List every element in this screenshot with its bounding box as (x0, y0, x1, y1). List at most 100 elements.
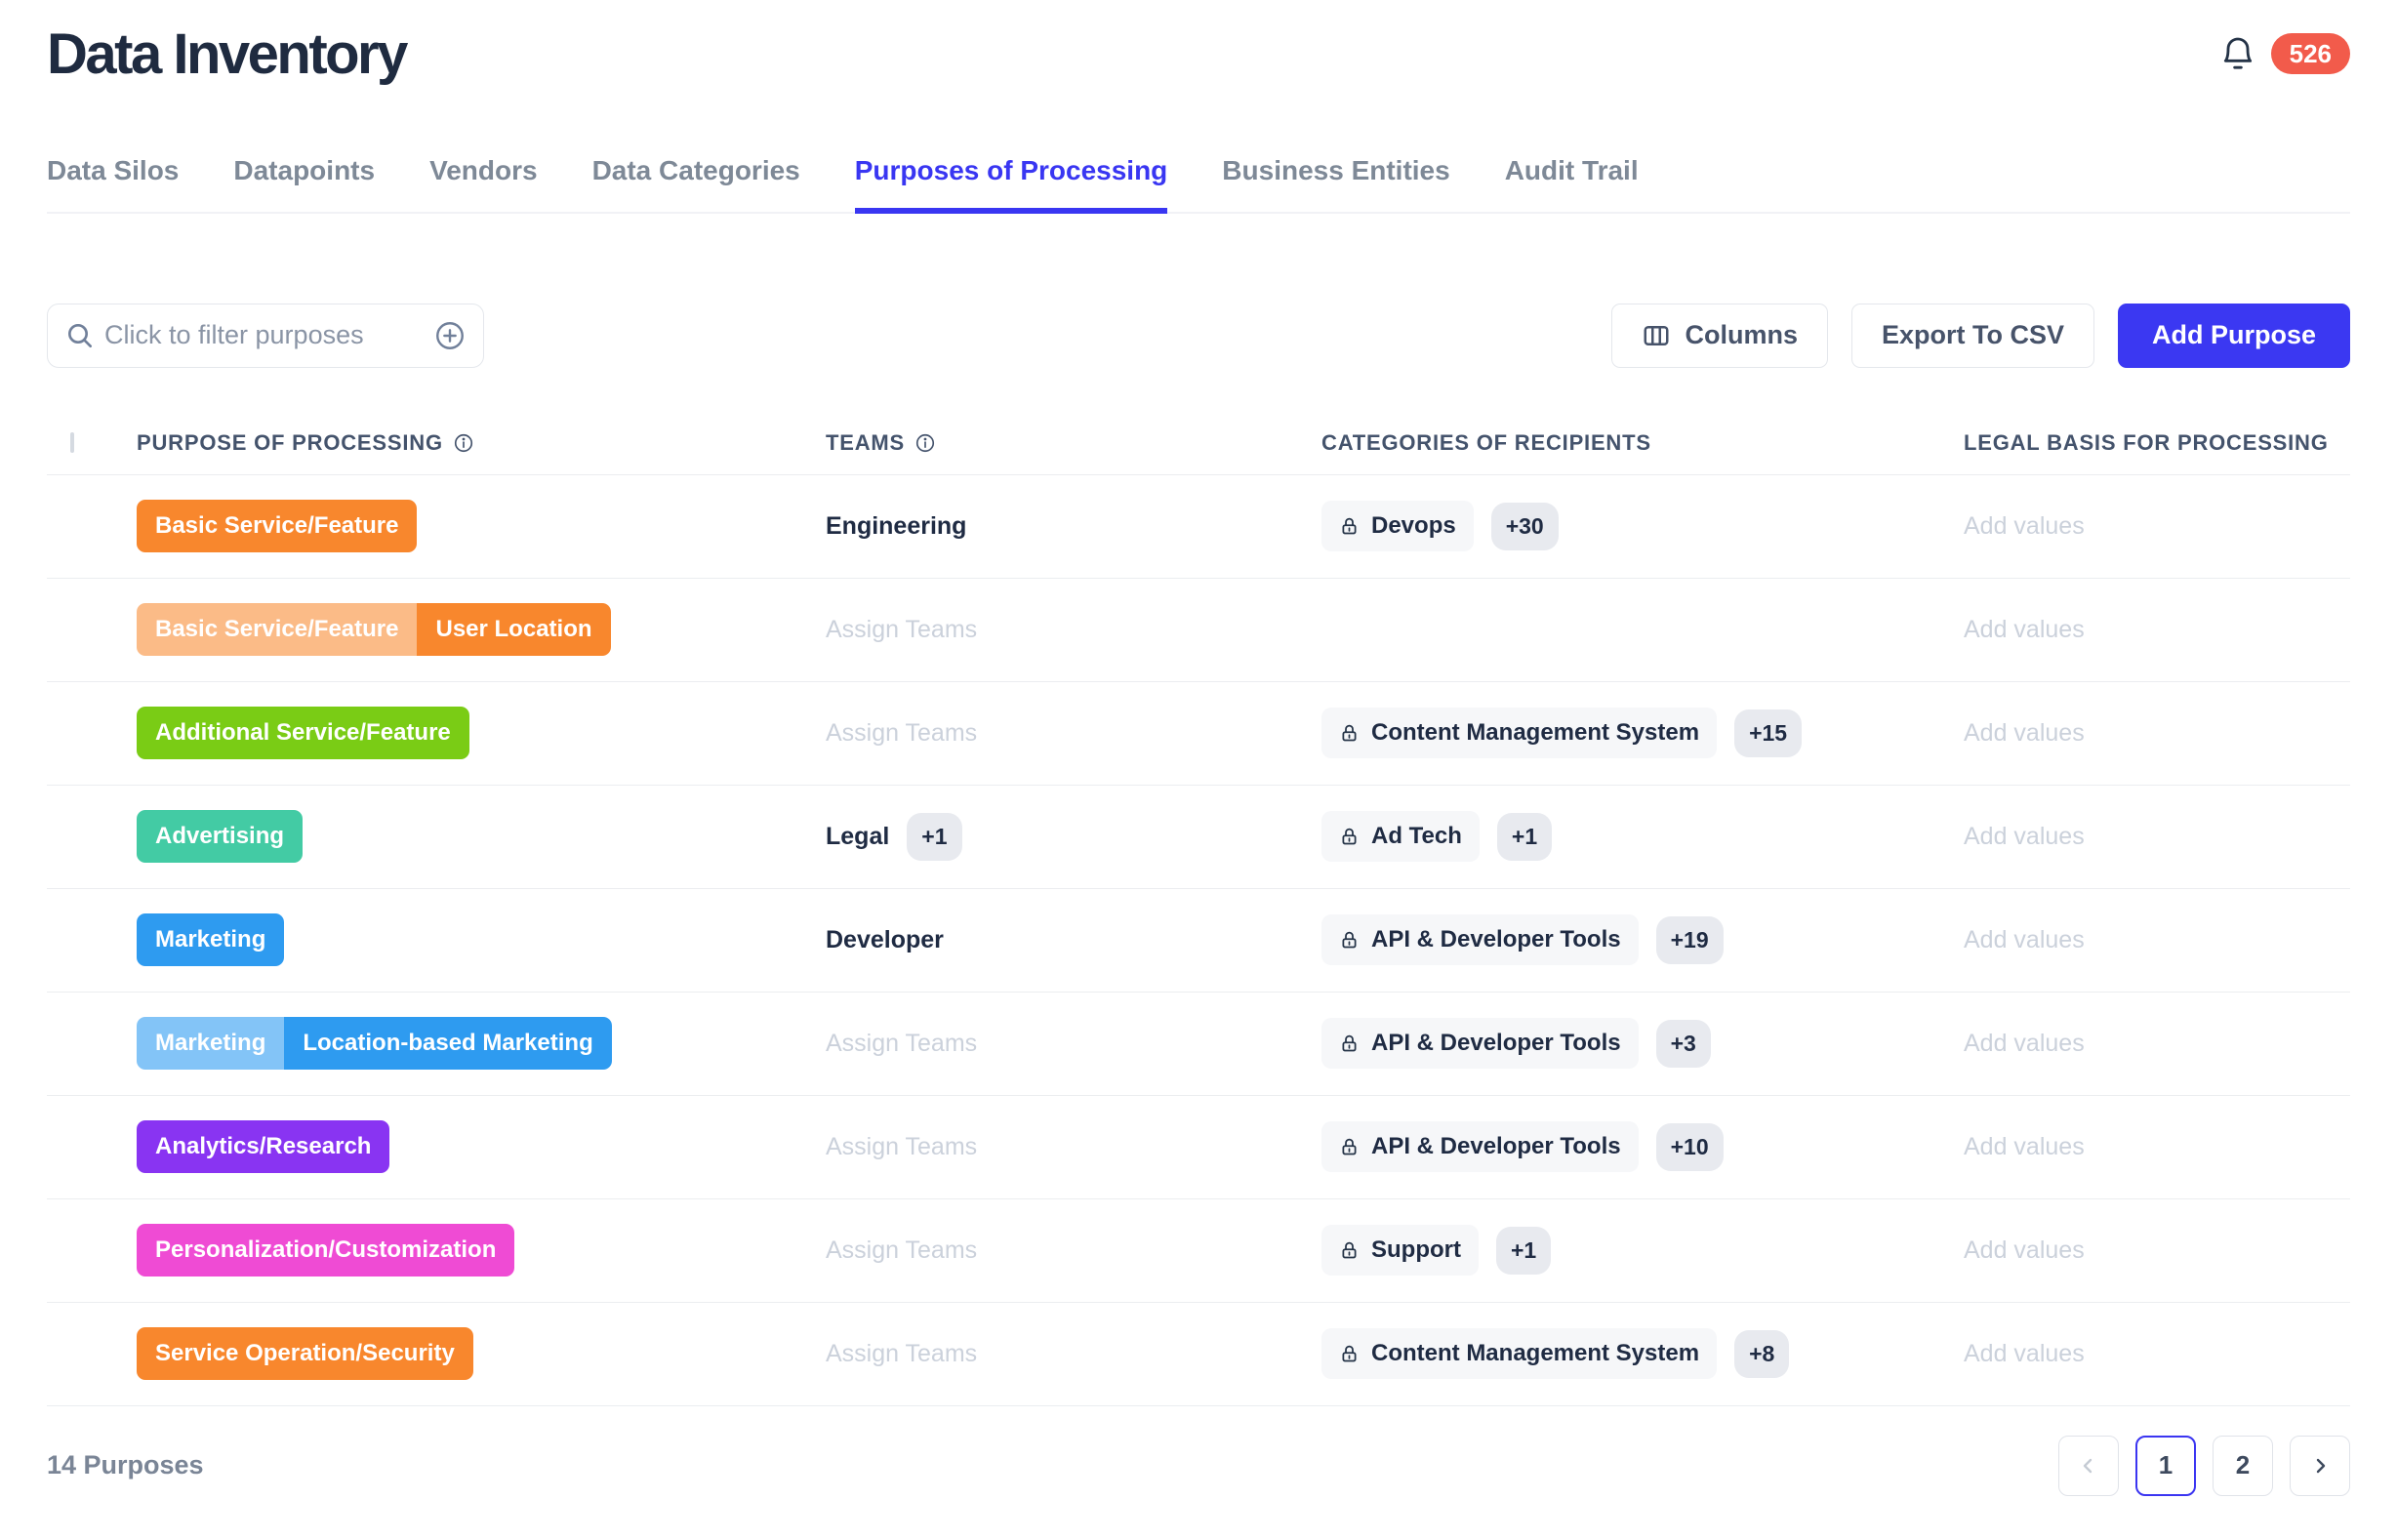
add-filter-icon[interactable] (433, 319, 467, 352)
tab-data-silos[interactable]: Data Silos (47, 154, 180, 185)
recipient-extra-count[interactable]: +3 (1655, 1019, 1711, 1068)
legal-basis-cell[interactable]: Add values (1964, 1340, 2350, 1368)
purpose-tag-advertising[interactable]: Advertising (137, 810, 304, 864)
recipient-extra-count[interactable]: +8 (1734, 1329, 1790, 1378)
legal-basis-placeholder: Add values (1964, 925, 2085, 953)
teams-cell[interactable]: Legal +1 (826, 812, 1321, 861)
recipient-extra-count[interactable]: +1 (1496, 812, 1553, 861)
pagination-page-2[interactable]: 2 (2213, 1435, 2273, 1496)
recipient-chip-label: API & Developer Tools (1371, 926, 1621, 953)
notification-count-badge[interactable]: 526 (2270, 33, 2350, 74)
purpose-tag-personalization-customization[interactable]: Personalization/Customization (137, 1224, 515, 1277)
lock-icon (1339, 723, 1360, 744)
info-icon[interactable] (914, 432, 936, 454)
recipient-extra-count[interactable]: +15 (1734, 709, 1803, 757)
teams-cell[interactable]: Assign Teams (826, 1340, 1321, 1368)
recipient-chip-api-developer-tools[interactable]: API & Developer Tools (1321, 1121, 1639, 1173)
tab-purposes-of-processing[interactable]: Purposes of Processing (854, 155, 1167, 214)
columns-button-label: Columns (1685, 320, 1798, 350)
pagination-page-1[interactable]: 1 (2135, 1435, 2196, 1496)
recipient-chip-content-management-system[interactable]: Content Management System (1321, 1328, 1718, 1380)
legal-basis-cell[interactable]: Add values (1964, 926, 2350, 954)
purpose-tag-location-based-marketing[interactable]: Location-based Marketing (284, 1017, 612, 1071)
bell-icon[interactable] (2218, 34, 2257, 73)
recipients-cell[interactable]: API & Developer Tools +19 (1321, 914, 1964, 966)
recipients-cell[interactable]: Content Management System +15 (1321, 708, 1964, 759)
purpose-tag-group: Basic Service/Feature (137, 500, 826, 553)
info-icon[interactable] (453, 432, 474, 454)
legal-basis-placeholder: Add values (1964, 615, 2085, 643)
add-purpose-button[interactable]: Add Purpose (2117, 303, 2350, 368)
column-header-recipients[interactable]: Categories of Recipients (1321, 430, 1964, 456)
legal-basis-cell[interactable]: Add values (1964, 512, 2350, 541)
recipients-cell[interactable]: Ad Tech +1 (1321, 811, 1964, 863)
recipient-chip-support[interactable]: Support (1321, 1225, 1479, 1277)
purpose-tag-additional-service-feature[interactable]: Additional Service/Feature (137, 707, 469, 760)
purpose-tag-basic-service-feature[interactable]: Basic Service/Feature (137, 603, 418, 657)
recipient-chip-content-management-system[interactable]: Content Management System (1321, 708, 1718, 759)
column-header-teams[interactable]: Teams (826, 430, 1321, 456)
purposes-count: 14 Purposes (47, 1450, 204, 1480)
recipient-extra-count[interactable]: +30 (1490, 502, 1559, 550)
assign-teams-placeholder: Assign Teams (826, 1132, 978, 1160)
legal-basis-cell[interactable]: Add values (1964, 1030, 2350, 1058)
export-csv-button[interactable]: Export To CSV (1850, 303, 2094, 368)
columns-button[interactable]: Columns (1611, 303, 1828, 368)
teams-cell[interactable]: Assign Teams (826, 719, 1321, 748)
recipients-cell[interactable]: Support +1 (1321, 1225, 1964, 1277)
toolbar: Columns Export To CSV Add Purpose (47, 303, 2350, 368)
teams-cell[interactable]: Assign Teams (826, 616, 1321, 644)
recipients-cell[interactable]: API & Developer Tools +3 (1321, 1018, 1964, 1070)
legal-basis-cell[interactable]: Add values (1964, 719, 2350, 748)
recipient-extra-count[interactable]: +1 (1495, 1226, 1552, 1275)
pagination-prev-button[interactable] (2058, 1435, 2119, 1496)
purpose-tag-marketing[interactable]: Marketing (137, 1017, 285, 1071)
lock-icon (1339, 1137, 1360, 1157)
purpose-cell: Additional Service/Feature (137, 707, 826, 760)
team-extra-count[interactable]: +1 (907, 812, 962, 861)
teams-cell[interactable]: Assign Teams (826, 1030, 1321, 1058)
legal-basis-placeholder: Add values (1964, 1339, 2085, 1367)
recipient-chip-devops[interactable]: Devops (1321, 501, 1474, 552)
recipient-chip-api-developer-tools[interactable]: API & Developer Tools (1321, 914, 1639, 966)
table-row: Basic Service/Feature Engineering Devops… (47, 475, 2350, 579)
purpose-tag-analytics-research[interactable]: Analytics/Research (137, 1120, 390, 1174)
legal-basis-cell[interactable]: Add values (1964, 616, 2350, 644)
legal-basis-cell[interactable]: Add values (1964, 823, 2350, 851)
recipients-cell[interactable]: Devops +30 (1321, 501, 1964, 552)
purpose-tag-group: Analytics/Research (137, 1120, 826, 1174)
tab-vendors[interactable]: Vendors (429, 154, 538, 185)
purpose-cell: Analytics/Research (137, 1120, 826, 1174)
recipient-extra-count[interactable]: +10 (1655, 1122, 1724, 1171)
recipient-chip-api-developer-tools[interactable]: API & Developer Tools (1321, 1018, 1639, 1070)
column-header-legal-basis[interactable]: Legal Basis for Processing (1964, 430, 2350, 456)
purpose-tag-user-location[interactable]: User Location (417, 603, 611, 657)
legal-basis-cell[interactable]: Add values (1964, 1236, 2350, 1265)
lock-icon (1339, 1033, 1360, 1054)
table-row: Analytics/Research Assign Teams API & De… (47, 1096, 2350, 1199)
teams-cell[interactable]: Developer (826, 926, 1321, 954)
teams-cell[interactable]: Engineering (826, 512, 1321, 541)
recipient-chip-ad-tech[interactable]: Ad Tech (1321, 811, 1480, 863)
teams-cell[interactable]: Assign Teams (826, 1133, 1321, 1161)
recipient-extra-count[interactable]: +19 (1655, 915, 1724, 964)
purpose-tag-service-operation-security[interactable]: Service Operation/Security (137, 1327, 473, 1381)
tab-datapoints[interactable]: Datapoints (233, 154, 376, 185)
tab-data-categories[interactable]: Data Categories (591, 154, 800, 185)
pagination-next-button[interactable] (2290, 1435, 2350, 1496)
assign-teams-placeholder: Assign Teams (826, 1029, 978, 1057)
select-all-checkbox[interactable] (70, 432, 74, 454)
purpose-cell: Advertising (137, 810, 826, 864)
tab-audit-trail[interactable]: Audit Trail (1504, 154, 1639, 185)
tab-business-entities[interactable]: Business Entities (1222, 154, 1450, 185)
purpose-tag-marketing[interactable]: Marketing (137, 913, 285, 967)
purpose-tag-basic-service-feature[interactable]: Basic Service/Feature (137, 500, 418, 553)
recipients-cell[interactable]: API & Developer Tools +10 (1321, 1121, 1964, 1173)
team-name: Developer (826, 925, 944, 953)
column-header-legal-basis-label: Legal Basis for Processing (1964, 430, 2329, 456)
legal-basis-cell[interactable]: Add values (1964, 1133, 2350, 1161)
column-header-purpose[interactable]: Purpose of Processing (137, 430, 826, 456)
recipients-cell[interactable]: Content Management System +8 (1321, 1328, 1964, 1380)
filter-purposes-input[interactable] (47, 303, 484, 368)
teams-cell[interactable]: Assign Teams (826, 1236, 1321, 1265)
